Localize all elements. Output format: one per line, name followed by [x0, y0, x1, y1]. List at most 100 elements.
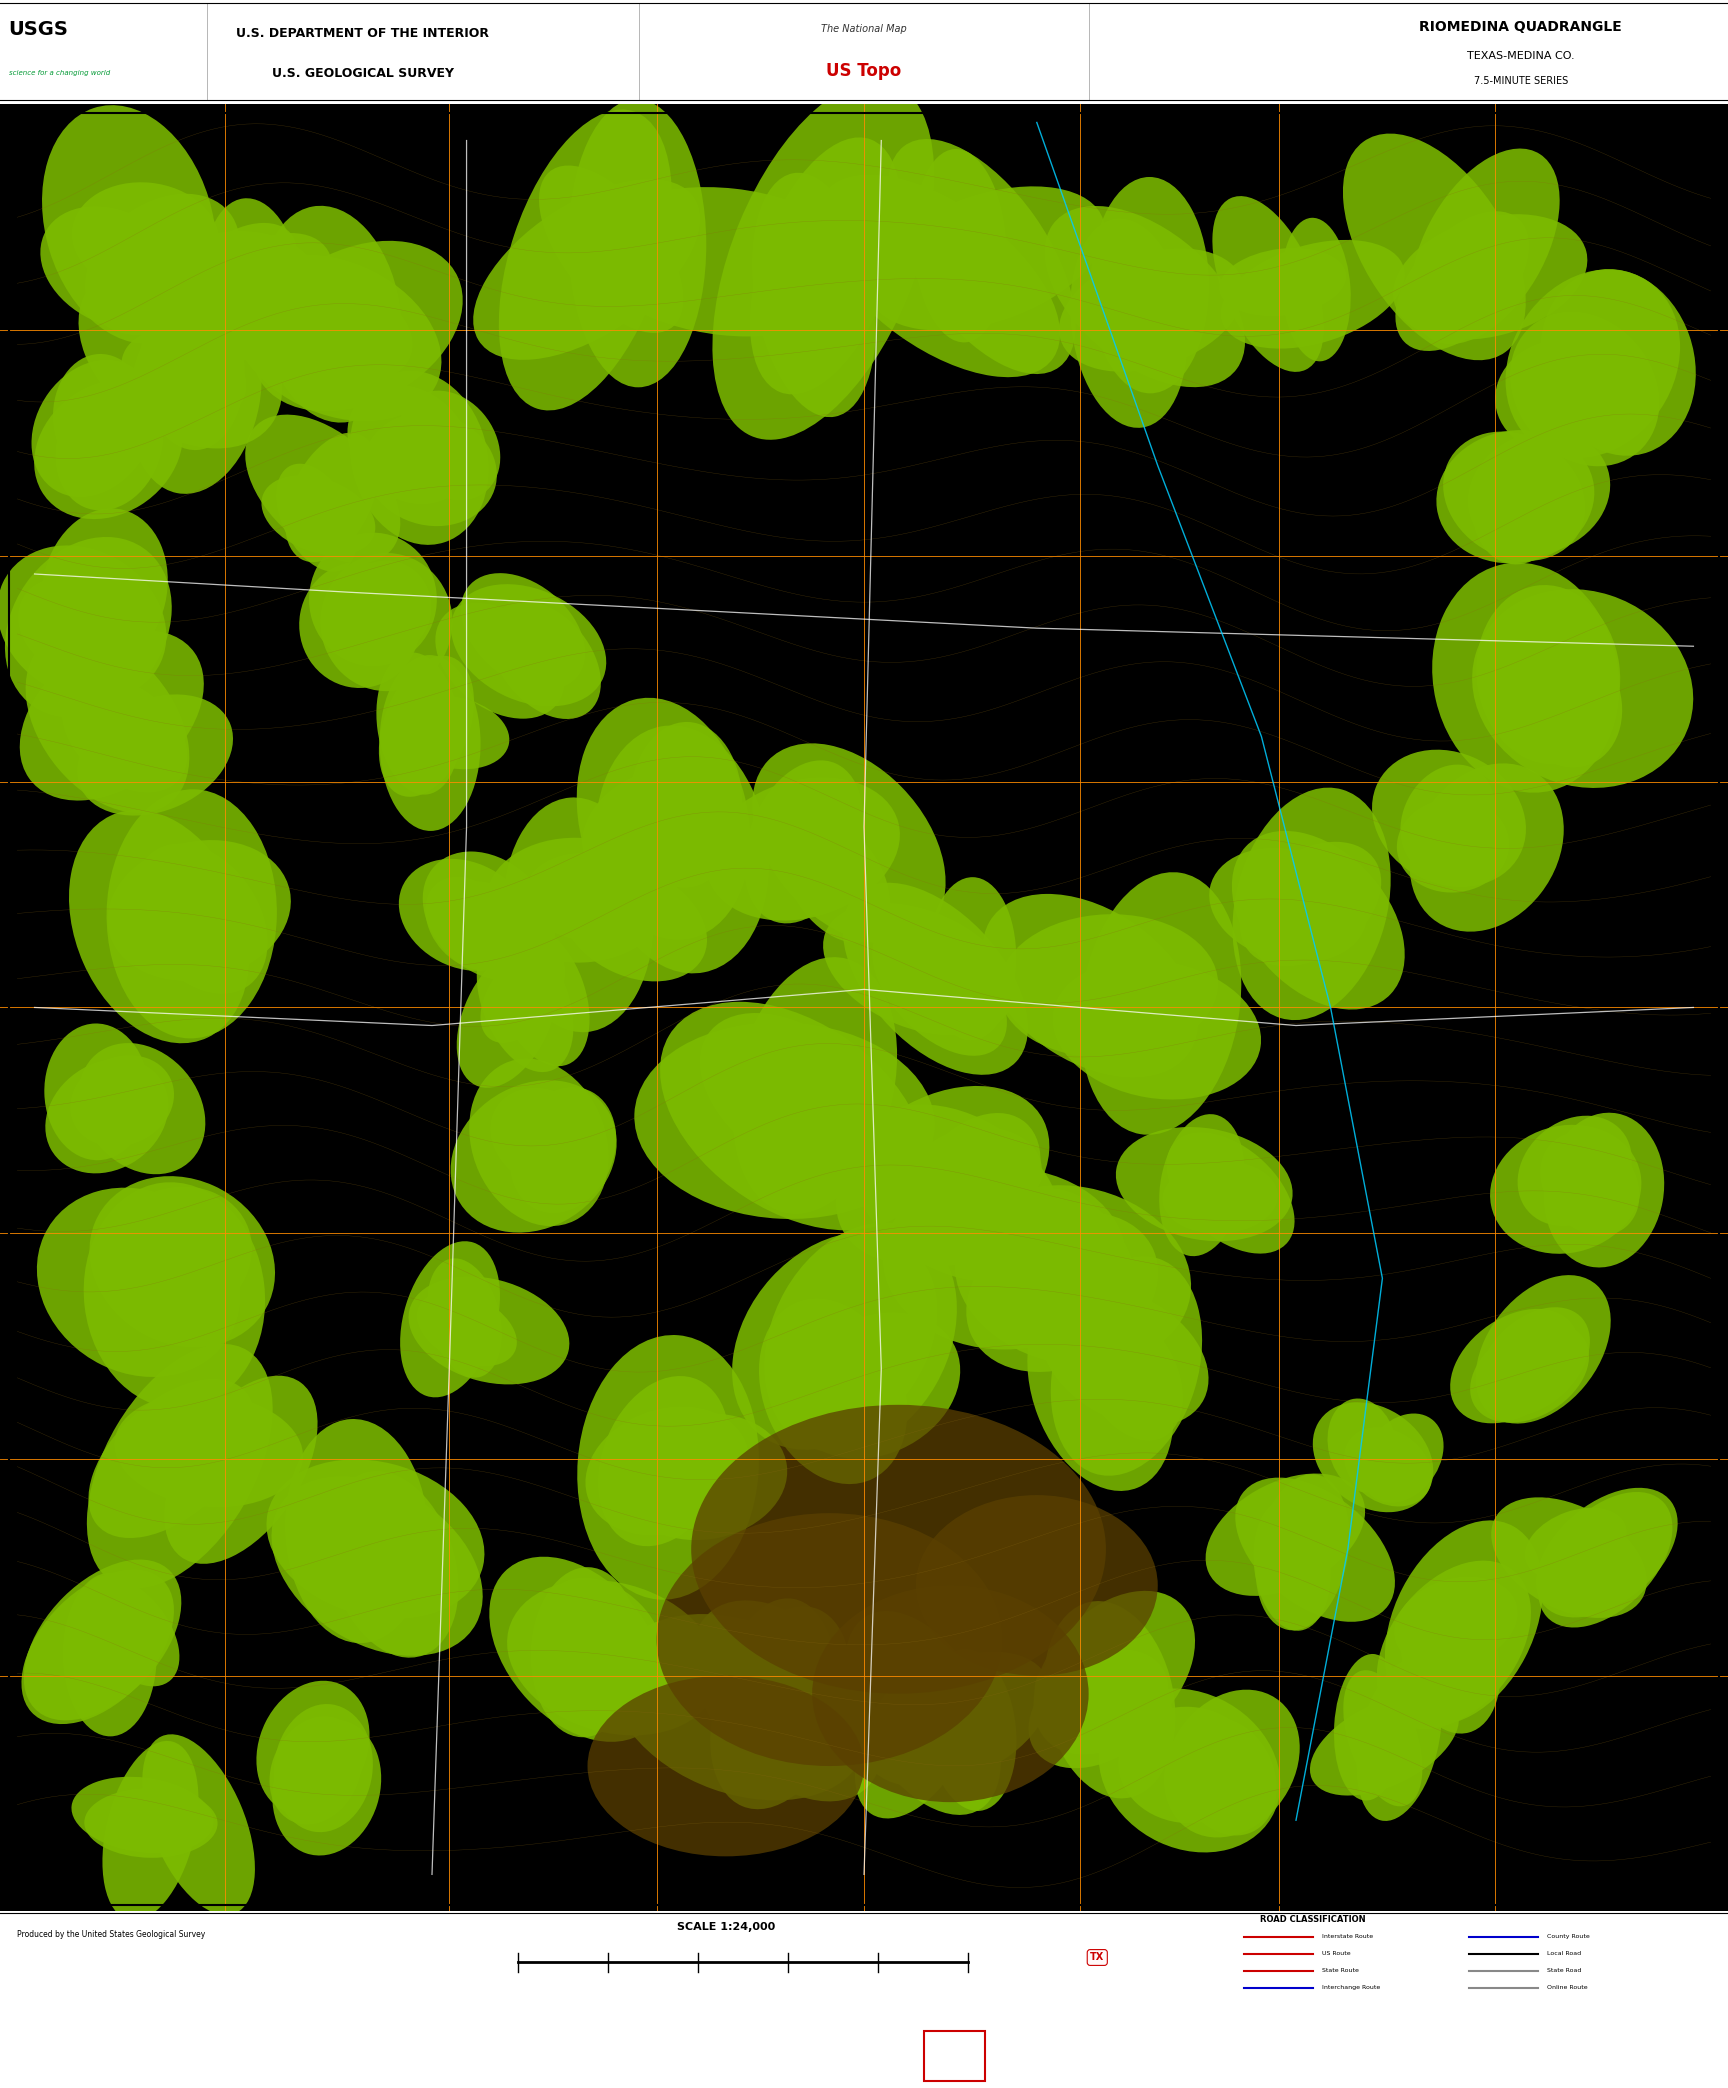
Ellipse shape	[377, 651, 460, 796]
Ellipse shape	[1401, 1587, 1500, 1733]
Ellipse shape	[1090, 177, 1210, 393]
Ellipse shape	[691, 1405, 1106, 1693]
Ellipse shape	[1362, 1414, 1443, 1503]
Ellipse shape	[31, 359, 156, 497]
Ellipse shape	[1310, 1693, 1458, 1796]
Ellipse shape	[1206, 1474, 1365, 1595]
Ellipse shape	[926, 877, 1016, 1040]
Ellipse shape	[88, 1378, 254, 1539]
Ellipse shape	[380, 656, 480, 831]
Ellipse shape	[328, 1472, 458, 1658]
Ellipse shape	[114, 1393, 302, 1508]
Ellipse shape	[1433, 564, 1619, 793]
Ellipse shape	[1536, 1489, 1678, 1618]
Ellipse shape	[73, 182, 219, 292]
Ellipse shape	[1327, 1399, 1398, 1493]
Ellipse shape	[41, 507, 168, 668]
Ellipse shape	[276, 464, 358, 572]
Text: U.S. GEOLOGICAL SURVEY: U.S. GEOLOGICAL SURVEY	[271, 67, 454, 79]
Ellipse shape	[620, 1414, 788, 1541]
Ellipse shape	[121, 328, 247, 422]
Ellipse shape	[365, 413, 498, 526]
Ellipse shape	[1377, 1560, 1531, 1729]
Ellipse shape	[271, 1476, 482, 1656]
Text: Interstate Route: Interstate Route	[1322, 1933, 1374, 1940]
Ellipse shape	[577, 1334, 759, 1599]
Ellipse shape	[691, 1599, 883, 1802]
Ellipse shape	[252, 240, 463, 411]
Ellipse shape	[1028, 1650, 1168, 1769]
Ellipse shape	[135, 844, 268, 994]
Ellipse shape	[530, 1568, 639, 1737]
Ellipse shape	[54, 355, 150, 480]
Ellipse shape	[983, 894, 1198, 1077]
Ellipse shape	[1241, 841, 1381, 967]
Text: SCALE 1:24,000: SCALE 1:24,000	[677, 1923, 774, 1931]
Ellipse shape	[888, 140, 1077, 374]
Ellipse shape	[1044, 1601, 1175, 1798]
Ellipse shape	[45, 1059, 168, 1173]
Ellipse shape	[1490, 1125, 1642, 1253]
Ellipse shape	[349, 372, 489, 545]
Ellipse shape	[783, 818, 890, 944]
Ellipse shape	[245, 416, 401, 564]
Ellipse shape	[473, 180, 700, 359]
Ellipse shape	[491, 601, 601, 718]
Ellipse shape	[35, 380, 183, 520]
Ellipse shape	[539, 165, 683, 332]
Ellipse shape	[812, 1585, 1089, 1802]
Ellipse shape	[588, 188, 867, 336]
Ellipse shape	[487, 837, 665, 963]
Ellipse shape	[71, 1054, 175, 1146]
Ellipse shape	[750, 138, 902, 395]
Ellipse shape	[1509, 635, 1623, 768]
Ellipse shape	[790, 1313, 961, 1460]
Ellipse shape	[1400, 764, 1495, 873]
Ellipse shape	[164, 1376, 318, 1564]
Ellipse shape	[477, 929, 574, 1071]
Ellipse shape	[1410, 764, 1564, 931]
Ellipse shape	[657, 1514, 1002, 1766]
Ellipse shape	[1033, 1591, 1196, 1754]
Ellipse shape	[560, 864, 707, 981]
Ellipse shape	[855, 1656, 976, 1819]
Text: The National Map: The National Map	[821, 25, 907, 33]
Ellipse shape	[24, 1560, 181, 1721]
Ellipse shape	[55, 380, 164, 509]
Ellipse shape	[140, 286, 245, 451]
Ellipse shape	[154, 232, 316, 334]
Ellipse shape	[401, 1240, 499, 1397]
Ellipse shape	[85, 1787, 218, 1858]
Ellipse shape	[491, 1088, 600, 1188]
Ellipse shape	[864, 1652, 1051, 1787]
Ellipse shape	[1443, 432, 1585, 562]
Ellipse shape	[916, 1495, 1158, 1677]
Ellipse shape	[1163, 1161, 1279, 1234]
Ellipse shape	[399, 858, 530, 971]
Ellipse shape	[525, 854, 650, 942]
Ellipse shape	[408, 1276, 569, 1384]
Ellipse shape	[19, 578, 121, 674]
Ellipse shape	[869, 186, 1104, 330]
Ellipse shape	[0, 545, 166, 699]
Ellipse shape	[461, 572, 586, 689]
Ellipse shape	[1344, 1428, 1433, 1505]
Ellipse shape	[19, 631, 204, 800]
Ellipse shape	[180, 223, 297, 326]
Ellipse shape	[259, 207, 401, 422]
Ellipse shape	[480, 946, 565, 1042]
Ellipse shape	[342, 560, 432, 654]
Ellipse shape	[926, 1650, 1016, 1810]
Ellipse shape	[97, 1186, 252, 1328]
Ellipse shape	[85, 194, 240, 336]
Ellipse shape	[733, 1232, 937, 1449]
Text: County Route: County Route	[1547, 1933, 1590, 1940]
Ellipse shape	[273, 1721, 382, 1856]
Ellipse shape	[1472, 441, 1569, 564]
Ellipse shape	[62, 677, 187, 793]
Ellipse shape	[1236, 1478, 1394, 1622]
Ellipse shape	[270, 1716, 363, 1825]
Ellipse shape	[1220, 248, 1346, 315]
Ellipse shape	[1334, 1654, 1405, 1800]
Ellipse shape	[1253, 1499, 1331, 1631]
